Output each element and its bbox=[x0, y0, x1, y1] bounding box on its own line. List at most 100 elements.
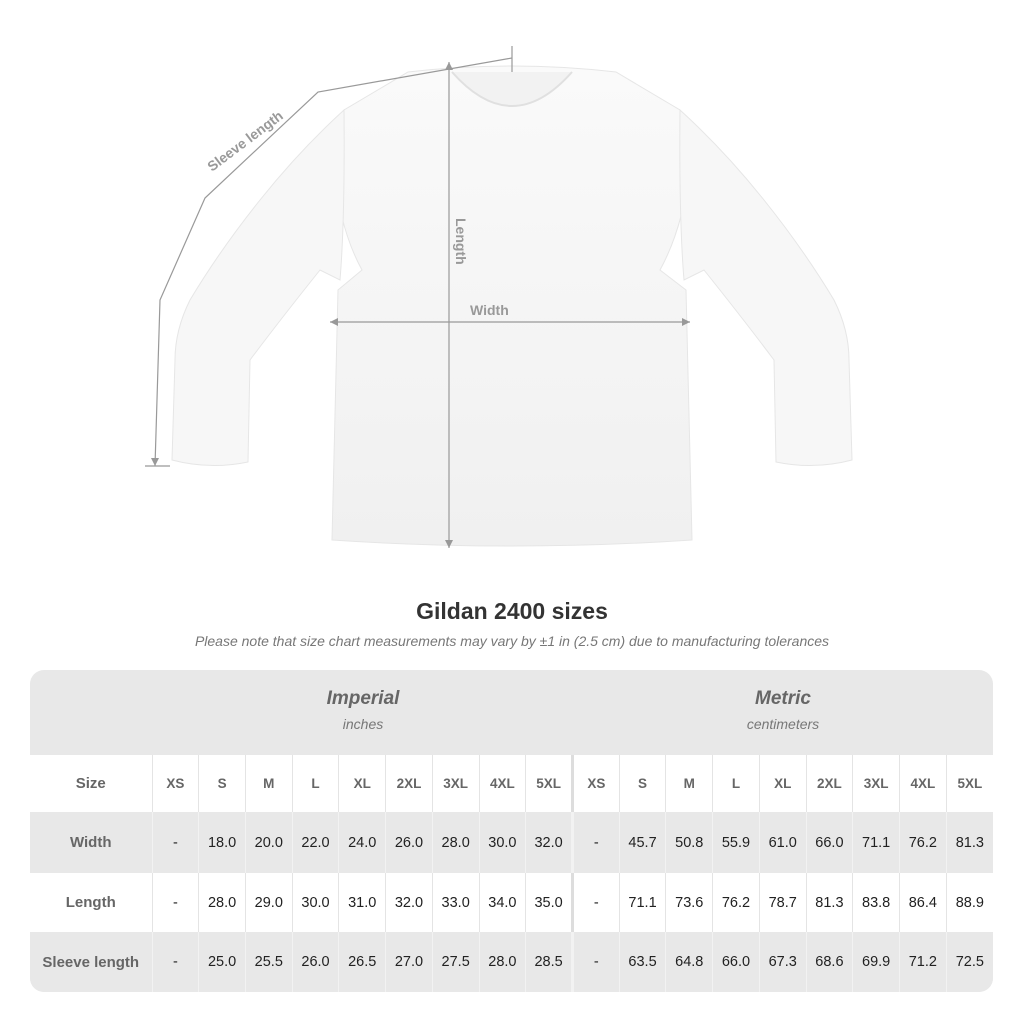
imperial-value: 28.0 bbox=[198, 873, 246, 932]
sleeve-length-label: Sleeve length bbox=[204, 107, 286, 174]
metric-size-5XL: 5XL bbox=[945, 755, 993, 812]
metric-value: 61.0 bbox=[758, 812, 807, 873]
imperial-value: 31.0 bbox=[338, 873, 386, 932]
imperial-value: 26.0 bbox=[291, 932, 339, 992]
imperial-value: 18.0 bbox=[198, 812, 246, 873]
metric-value: 63.5 bbox=[618, 932, 666, 992]
size-label: Size bbox=[30, 755, 152, 812]
tolerance-note: Please note that size chart measurements… bbox=[194, 633, 830, 649]
table-row: Sleeve length -25.0 25.5 26.0 26.5 27.0 27.5 28… bbox=[30, 932, 993, 992]
metric-value: 66.0 bbox=[805, 812, 853, 873]
imperial-value: 27.0 bbox=[385, 932, 433, 992]
metric-size-L: L bbox=[712, 755, 760, 812]
page-title: Gildan 2400 sizes bbox=[416, 598, 608, 624]
metric-value: 67.3 bbox=[758, 932, 807, 992]
imperial-header: Imperial inches bbox=[153, 670, 573, 755]
imperial-value: - bbox=[151, 873, 199, 932]
sleeve-measure-line bbox=[154, 57, 513, 467]
imperial-value: 20.0 bbox=[244, 812, 293, 873]
metric-value: 76.2 bbox=[899, 812, 947, 873]
metric-value: 86.4 bbox=[899, 873, 947, 932]
imperial-value: 26.0 bbox=[385, 812, 433, 873]
metric-value: 72.5 bbox=[945, 932, 993, 992]
size-header-row: Size XS S M L XL 2XL 3XL 4XL 5XL XS S M L XL 2XL 3XL 4XL 5… bbox=[30, 755, 993, 812]
metric-size-2XL: 2XL bbox=[805, 755, 853, 812]
metric-value: 81.3 bbox=[805, 873, 853, 932]
metric-value: 78.7 bbox=[758, 873, 807, 932]
metric-size-XS: XS bbox=[570, 755, 620, 812]
imperial-value: 28.0 bbox=[431, 812, 480, 873]
metric-value: 81.3 bbox=[945, 812, 993, 873]
metric-size-XL: XL bbox=[758, 755, 807, 812]
imperial-value: 25.5 bbox=[244, 932, 293, 992]
metric-value: 76.2 bbox=[712, 873, 760, 932]
metric-size-4XL: 4XL bbox=[899, 755, 947, 812]
imperial-size-2XL: 2XL bbox=[385, 755, 433, 812]
imperial-unit: inches bbox=[342, 716, 384, 732]
size-grid: Size XS S M L XL 2XL 3XL 4XL 5XL XS S M L XL 2XL 3XL 4XL 5… bbox=[30, 755, 993, 992]
table-row: Width -18.0 20.0 22.0 24.0 26.0 28.0 30.0 32.0-4… bbox=[30, 812, 993, 873]
metric-value: 88.9 bbox=[945, 873, 993, 932]
size-table: Imperial inches Metric centimeters Size X… bbox=[30, 670, 993, 992]
metric-value: 66.0 bbox=[712, 932, 760, 992]
metric-value: 45.7 bbox=[618, 812, 666, 873]
metric-value: - bbox=[570, 812, 620, 873]
imperial-value: - bbox=[151, 812, 199, 873]
imperial-value: 28.0 bbox=[478, 932, 526, 992]
width-label: Width bbox=[470, 302, 509, 318]
imperial-value: 34.0 bbox=[478, 873, 526, 932]
imperial-value: - bbox=[151, 932, 199, 992]
imperial-value: 22.0 bbox=[291, 812, 339, 873]
imperial-value: 24.0 bbox=[338, 812, 386, 873]
measure-arrows bbox=[151, 62, 690, 548]
imperial-size-XS: XS bbox=[151, 755, 199, 812]
shirt-body bbox=[330, 65, 694, 547]
imperial-value: 35.0 bbox=[525, 873, 573, 932]
metric-value: 68.6 bbox=[805, 932, 853, 992]
metric-value: 71.1 bbox=[852, 812, 900, 873]
metric-value: 71.2 bbox=[899, 932, 947, 992]
metric-value: - bbox=[570, 932, 620, 992]
measure-lines bbox=[145, 46, 690, 548]
metric-value: 69.9 bbox=[852, 932, 900, 992]
shirt-diagram: Sleeve length Length Width bbox=[145, 46, 853, 548]
imperial-value: 25.0 bbox=[198, 932, 246, 992]
imperial-value: 30.0 bbox=[478, 812, 526, 873]
imperial-value: 30.0 bbox=[291, 873, 339, 932]
metric-unit: centimeters bbox=[746, 716, 820, 732]
imperial-value: 32.0 bbox=[385, 873, 433, 932]
metric-value: - bbox=[570, 873, 620, 932]
row-label: Length bbox=[30, 873, 152, 932]
metric-title: Metric bbox=[755, 688, 811, 709]
row-label: Sleeve length bbox=[30, 932, 152, 992]
shirt-right-sleeve bbox=[679, 108, 853, 467]
imperial-size-5XL: 5XL bbox=[525, 755, 573, 812]
imperial-value: 26.5 bbox=[338, 932, 386, 992]
table-row: Length -28.0 29.0 30.0 31.0 32.0 33.0 34.0 35.0-… bbox=[30, 873, 993, 932]
shirt-left-sleeve bbox=[171, 108, 345, 467]
metric-value: 83.8 bbox=[852, 873, 900, 932]
metric-size-3XL: 3XL bbox=[852, 755, 900, 812]
imperial-size-S: S bbox=[198, 755, 246, 812]
row-label: Width bbox=[30, 812, 152, 873]
metric-value: 71.1 bbox=[618, 873, 666, 932]
metric-value: 55.9 bbox=[712, 812, 760, 873]
imperial-value: 27.5 bbox=[431, 932, 480, 992]
shirt-collar bbox=[451, 71, 573, 107]
length-label: Length bbox=[453, 218, 469, 265]
imperial-value: 32.0 bbox=[525, 812, 573, 873]
imperial-title: Imperial bbox=[326, 688, 400, 709]
imperial-value: 29.0 bbox=[244, 873, 293, 932]
imperial-size-3XL: 3XL bbox=[431, 755, 480, 812]
metric-value: 73.6 bbox=[665, 873, 713, 932]
imperial-size-L: L bbox=[291, 755, 339, 812]
metric-value: 64.8 bbox=[665, 932, 713, 992]
imperial-size-XL: XL bbox=[338, 755, 386, 812]
imperial-size-4XL: 4XL bbox=[478, 755, 526, 812]
metric-value: 50.8 bbox=[665, 812, 713, 873]
metric-size-S: S bbox=[618, 755, 666, 812]
metric-header: Metric centimeters bbox=[573, 670, 993, 755]
imperial-value: 28.5 bbox=[525, 932, 573, 992]
imperial-size-M: M bbox=[244, 755, 293, 812]
imperial-value: 33.0 bbox=[431, 873, 480, 932]
